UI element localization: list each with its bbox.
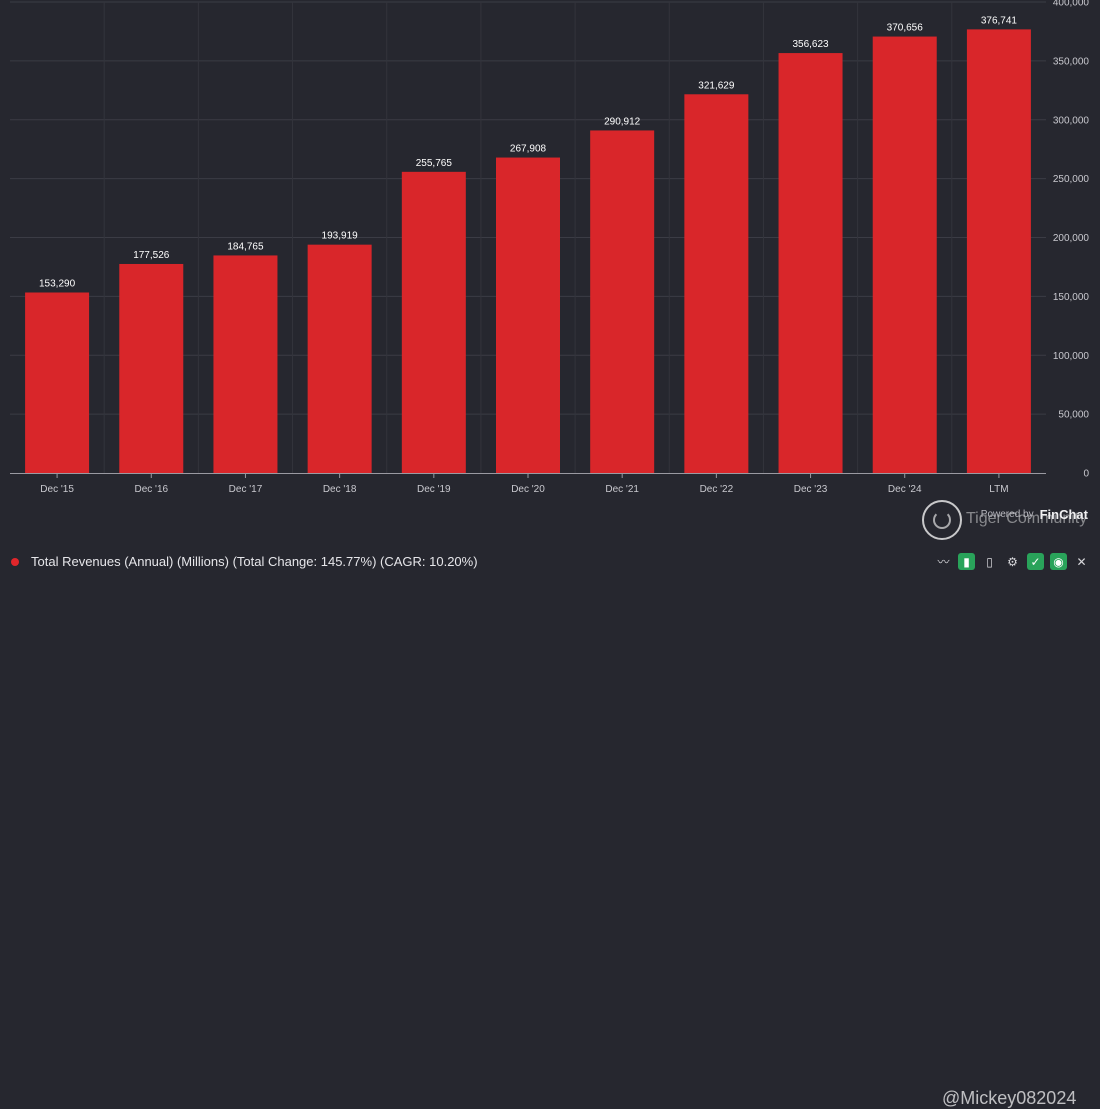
y-tick-label: 250,000	[1053, 174, 1090, 185]
x-tick-label: Dec '16	[134, 484, 168, 495]
bar	[25, 292, 90, 473]
bar-value-label: 153,290	[39, 279, 76, 290]
x-tick-label: Dec '17	[229, 484, 263, 495]
brand-badge[interactable]: Powered by FinChat	[981, 507, 1088, 522]
bar-chart-alt-icon[interactable]: ▯	[986, 554, 993, 569]
chart-toolbar: 〰 ▮ ▯ ⚙ ✓ ◉ ✕	[935, 553, 1090, 570]
legend-dot	[11, 558, 19, 566]
bar-value-label: 321,629	[698, 80, 735, 91]
bar-value-label: 376,741	[981, 15, 1018, 26]
bar	[401, 171, 466, 473]
bar	[590, 130, 655, 474]
x-tick-label: Dec '19	[417, 484, 451, 495]
gear-icon[interactable]: ⚙	[1007, 554, 1018, 569]
x-tick-label: Dec '15	[40, 484, 74, 495]
trend-icon[interactable]: 〰	[937, 555, 950, 569]
revenue-bar-chart: 0 50,000 100,000 150,000 200,000 250,000 300,0…	[10, 0, 1090, 495]
bar	[307, 244, 372, 473]
check-icon[interactable]: ✓	[1027, 553, 1044, 570]
legend-bar: Total Revenues (Annual) (Millions) (Tota…	[0, 544, 1100, 1108]
y-tick-label: 0	[1083, 469, 1089, 480]
bar-value-label: 356,623	[792, 39, 829, 50]
y-tick-label: 400,000	[1053, 0, 1090, 9]
y-tick-label: 100,000	[1053, 351, 1090, 362]
bar	[966, 29, 1031, 473]
bar-chart-icon[interactable]: ▮	[958, 553, 975, 570]
eye-icon[interactable]: ◉	[1050, 553, 1067, 570]
watermark-user: @Mickey082024	[942, 1088, 1077, 1108]
y-tick-label: 50,000	[1058, 410, 1089, 421]
bar-value-label: 184,765	[227, 241, 264, 252]
x-tick-label: Dec '20	[511, 484, 545, 495]
close-icon[interactable]: ✕	[1076, 554, 1087, 569]
bar	[213, 255, 278, 473]
tiger-logo-icon	[922, 500, 962, 540]
x-tick-label: Dec '21	[605, 484, 639, 495]
bar-value-label: 290,912	[604, 116, 641, 127]
legend-label[interactable]: Total Revenues (Annual) (Millions) (Tota…	[31, 554, 478, 569]
x-tick-label: Dec '23	[794, 484, 828, 495]
y-tick-label: 200,000	[1053, 233, 1090, 244]
watermark-name: Tiger Community	[966, 510, 1088, 527]
bar-value-label: 370,656	[887, 23, 924, 34]
x-tick-label: LTM	[989, 484, 1008, 495]
bar	[684, 94, 749, 473]
y-tick-label: 150,000	[1053, 292, 1090, 303]
bar	[872, 36, 937, 474]
bar-value-label: 267,908	[510, 144, 547, 155]
bar-value-label: 177,526	[133, 250, 170, 261]
bar	[119, 263, 184, 473]
powered-by-label: Powered by	[980, 509, 1034, 520]
x-tick-label: Dec '24	[888, 484, 922, 495]
finchat-logo: FinChat	[1039, 507, 1088, 522]
x-tick-label: Dec '22	[700, 484, 734, 495]
x-tick-label: Dec '18	[323, 484, 357, 495]
bar	[778, 53, 843, 473]
bar	[496, 157, 560, 473]
y-tick-label: 350,000	[1053, 56, 1090, 67]
bar-value-label: 255,765	[416, 158, 453, 169]
y-tick-label: 300,000	[1053, 115, 1090, 126]
bar-value-label: 193,919	[322, 231, 359, 242]
